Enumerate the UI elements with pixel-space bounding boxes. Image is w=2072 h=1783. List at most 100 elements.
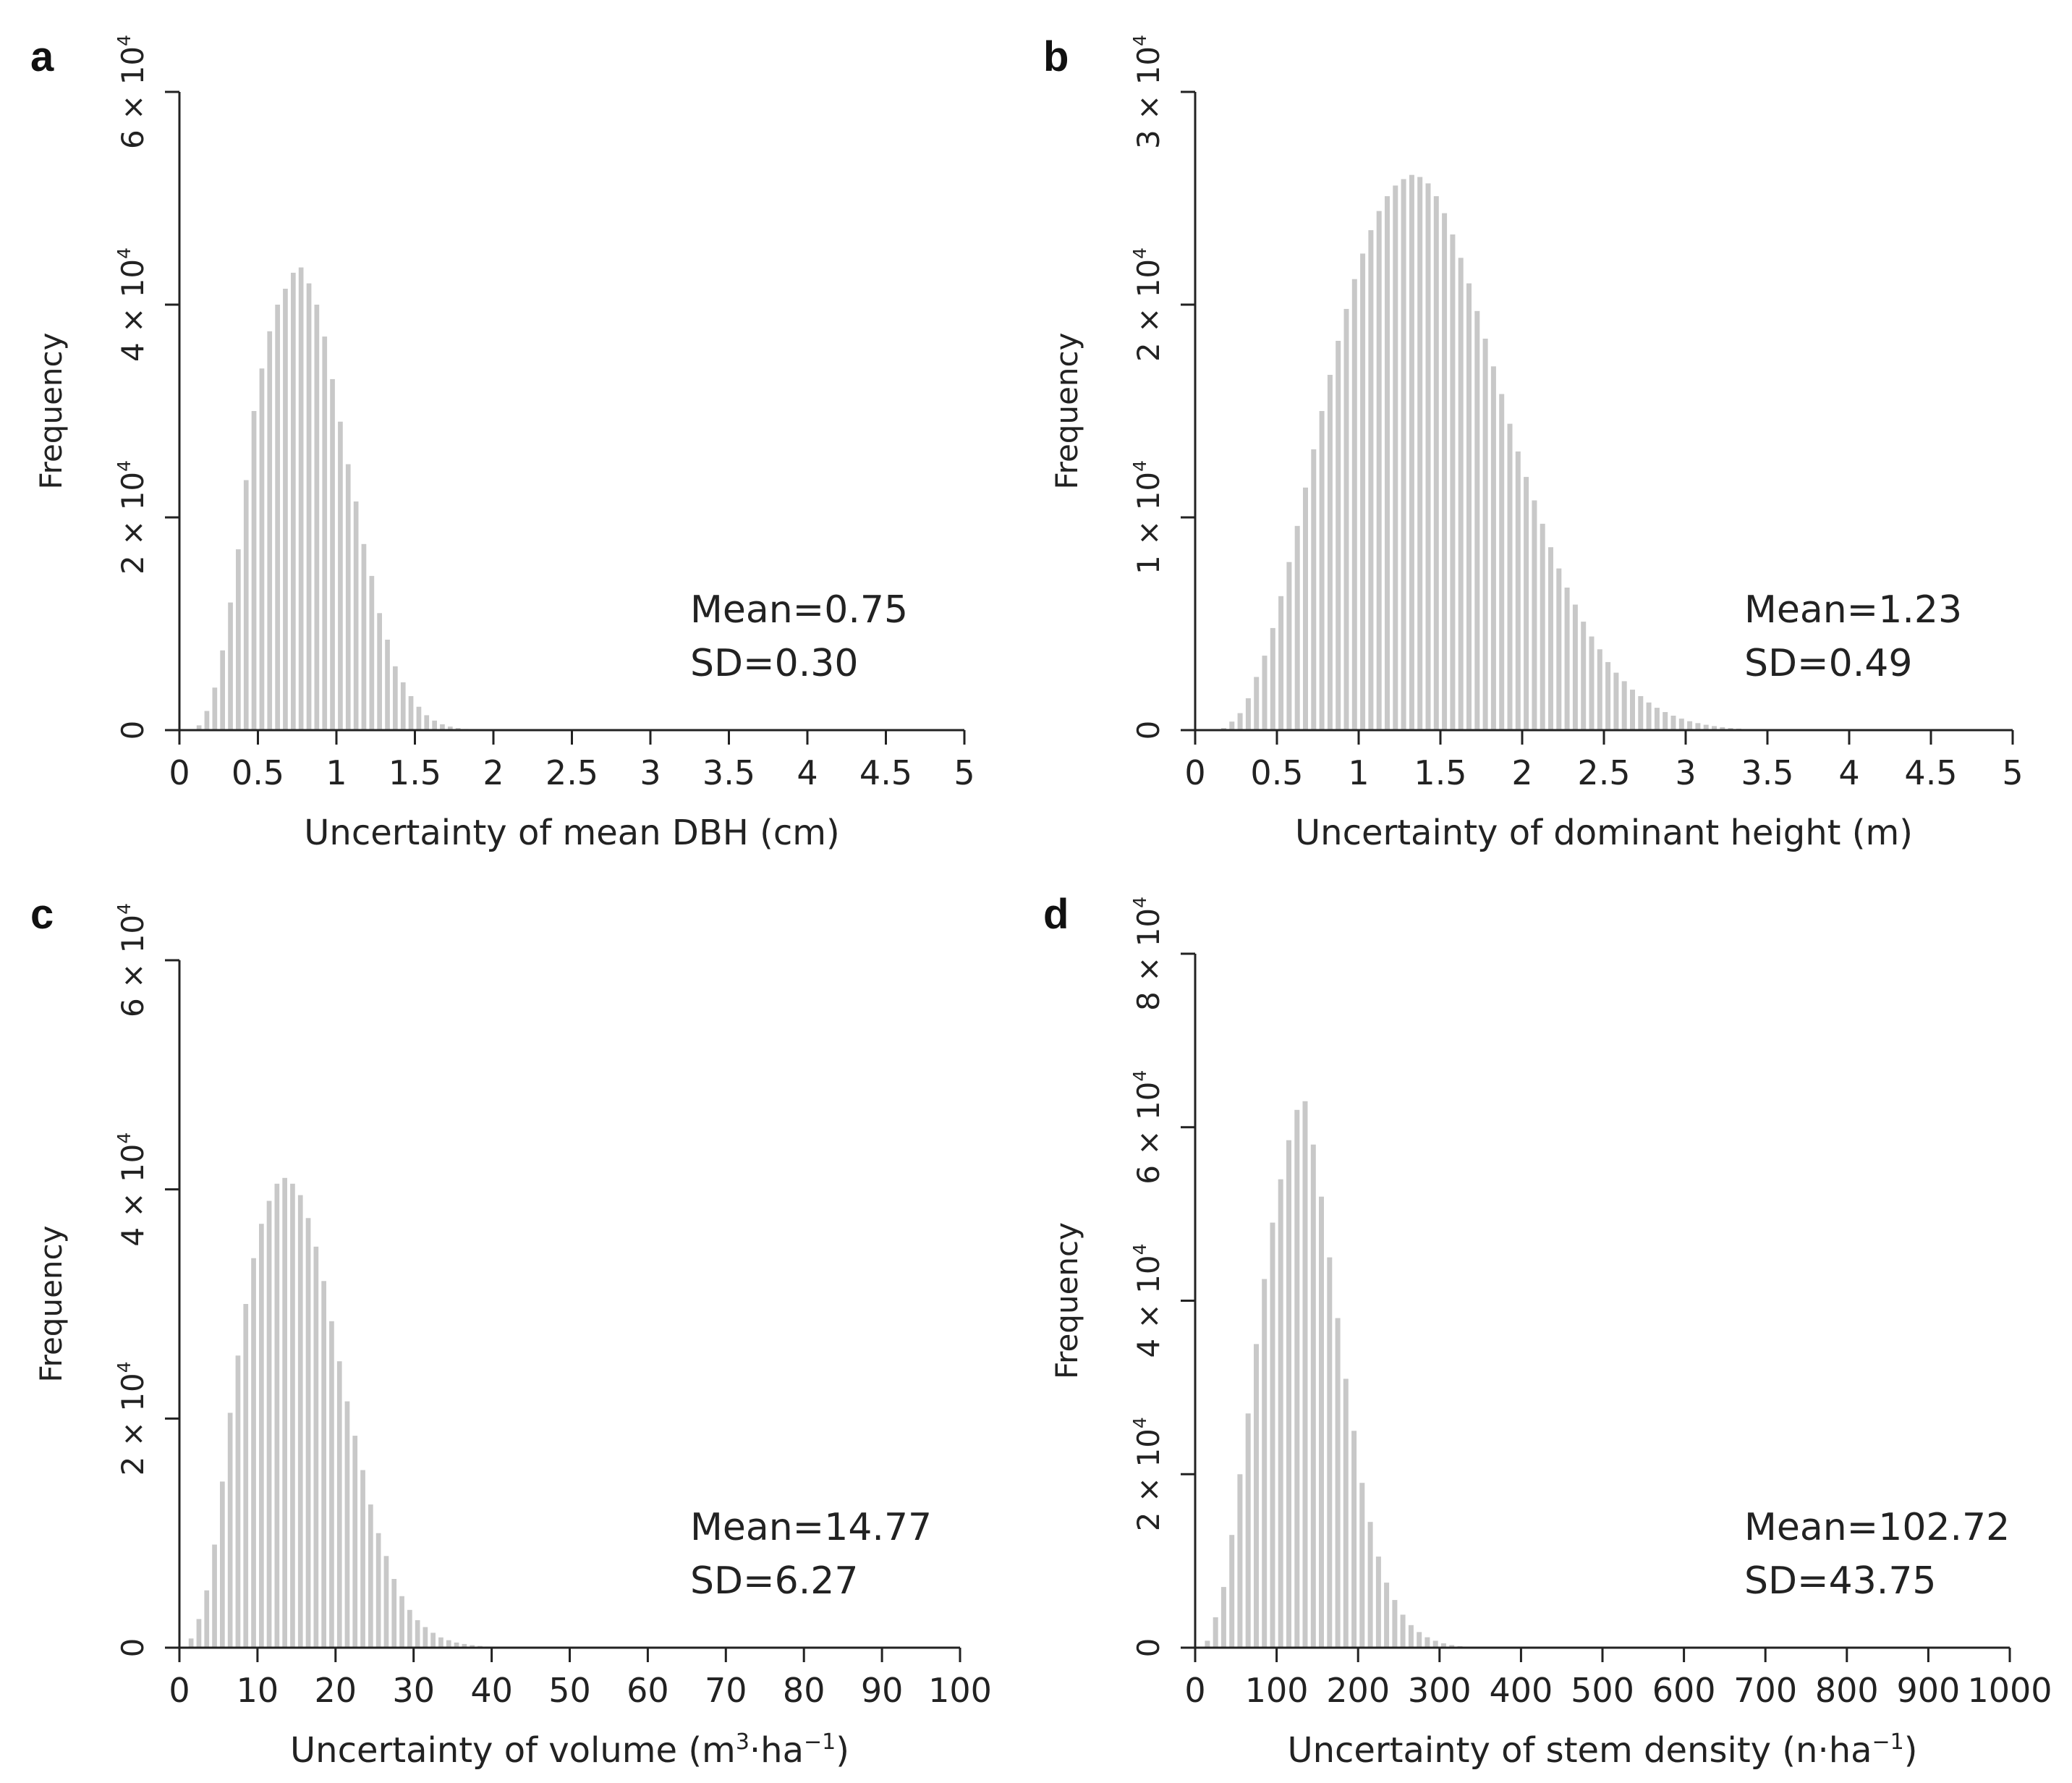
y-tick-label: 3 × 104: [1129, 35, 1166, 149]
y-tick-label: 6 × 104: [1129, 1070, 1166, 1185]
histogram-bars: [188, 267, 500, 731]
histogram-bar: [353, 501, 359, 730]
x-axis-title: Uncertainty of stem density (n·ha−1): [1287, 1729, 1917, 1771]
histogram-bar: [1254, 1344, 1259, 1648]
y-tick-label: 2 × 104: [114, 1361, 150, 1475]
x-tick-label: 600: [1652, 1671, 1716, 1710]
histogram-bar: [416, 706, 422, 730]
histogram-bar: [391, 1579, 397, 1648]
x-tick-label: 90: [861, 1671, 904, 1710]
histogram-bar: [1327, 375, 1333, 730]
histogram-bar: [1351, 1431, 1357, 1648]
x-axis-title-text: ): [836, 1730, 849, 1771]
histogram-bar: [1589, 636, 1595, 730]
histogram-bar: [313, 1246, 319, 1648]
x-tick-label: 20: [315, 1671, 357, 1710]
x-tick-label: 4: [797, 753, 818, 792]
mean-annotation: Mean=0.75: [690, 588, 908, 632]
histogram-bar: [1417, 1632, 1422, 1648]
histogram-bar: [251, 411, 257, 730]
histogram-bar: [1270, 1222, 1275, 1648]
histogram-bar: [321, 1281, 326, 1648]
y-tick-label: 1 × 104: [1129, 460, 1166, 575]
histogram-bar: [1712, 726, 1717, 730]
histogram-bar: [212, 687, 218, 730]
panel-letter: b: [1043, 33, 1069, 80]
histogram-bar: [1646, 702, 1652, 730]
x-tick-label: 0.5: [1250, 753, 1303, 792]
histogram-bar: [1245, 698, 1251, 730]
histogram-bar: [212, 1544, 217, 1648]
x-tick-label: 10: [237, 1671, 279, 1710]
histogram-bar: [408, 696, 414, 730]
histogram-bar: [1482, 339, 1488, 730]
x-tick-label: 0.5: [232, 753, 284, 792]
y-tick-label: 0: [115, 1638, 150, 1658]
y-axis-title: Frequency: [33, 333, 69, 490]
histogram-bar: [220, 1481, 225, 1648]
histogram-bar: [259, 1224, 264, 1648]
histogram-bar: [1375, 1557, 1381, 1648]
histogram-bar: [352, 1436, 358, 1648]
histogram-bar: [220, 650, 225, 731]
y-tick-label: 4 × 104: [1129, 1244, 1166, 1358]
histogram-bar: [361, 543, 367, 731]
x-tick-label: 4.5: [859, 753, 912, 792]
histogram-bar: [1548, 547, 1553, 730]
histogram-bar: [1229, 721, 1235, 730]
x-tick-label: 500: [1571, 1671, 1634, 1710]
x-tick-label: 3.5: [702, 753, 755, 792]
histogram-bar: [400, 682, 406, 730]
histogram-bar: [1695, 723, 1701, 730]
histogram-bar: [377, 613, 382, 730]
histogram-bar: [1663, 712, 1668, 730]
y-axis-ticks: 0 2 × 104 4 × 104 6 × 104 8 × 104: [1129, 897, 1195, 1657]
histogram-bar: [1294, 1109, 1300, 1648]
x-tick-label: 100: [928, 1671, 992, 1710]
histogram-bar: [454, 1642, 459, 1648]
histogram-bar: [1564, 588, 1570, 730]
histogram-bar: [1368, 230, 1374, 731]
histogram-bar: [1532, 500, 1537, 730]
histogram-bar: [236, 549, 241, 730]
histogram-bar: [330, 378, 335, 730]
mean-annotation: Mean=14.77: [690, 1506, 932, 1549]
histogram-bar: [385, 640, 390, 730]
x-tick-label: 60: [627, 1671, 669, 1710]
x-tick-label: 4: [1838, 753, 1859, 792]
histogram-bar: [462, 1643, 467, 1648]
histogram-bar: [1605, 661, 1611, 730]
histogram-bar: [196, 1619, 202, 1648]
x-axis-ticks: 0 10 20 30 40 50 60 70 80 90 100: [169, 1648, 992, 1710]
histogram-bar: [430, 1632, 436, 1648]
x-axis-title-text: ·ha: [750, 1730, 804, 1771]
histogram-bars: [188, 1177, 522, 1648]
histogram-bar: [438, 1637, 443, 1648]
histogram-bar: [204, 711, 210, 730]
histogram-bar: [1262, 656, 1268, 730]
histogram-bar: [1556, 568, 1562, 730]
histogram-bar: [1254, 677, 1260, 730]
histogram-bar: [1220, 1587, 1226, 1648]
histogram-bar: [1343, 308, 1349, 730]
histogram-bar: [274, 1183, 280, 1648]
histogram-bar: [1449, 1645, 1455, 1648]
histogram-bar: [415, 1620, 420, 1648]
histogram-bar: [399, 1596, 404, 1648]
histogram-bar: [314, 305, 320, 730]
histogram-bar: [306, 283, 312, 731]
histogram-bar: [1630, 690, 1635, 730]
x-axis-title-sup: 3: [736, 1729, 750, 1755]
histogram-bar: [369, 575, 375, 730]
mean-annotation: Mean=1.23: [1744, 588, 1962, 632]
histogram-bar: [1621, 681, 1627, 730]
histogram-bar: [1319, 411, 1325, 730]
histogram-bar: [1417, 177, 1423, 731]
histogram-bar: [1654, 708, 1660, 730]
x-tick-label: 300: [1408, 1671, 1472, 1710]
histogram-bar: [1343, 1378, 1349, 1648]
histogram-bar: [1432, 1640, 1438, 1648]
histogram-bar: [1270, 627, 1275, 730]
x-tick-label: 1: [1348, 753, 1369, 792]
